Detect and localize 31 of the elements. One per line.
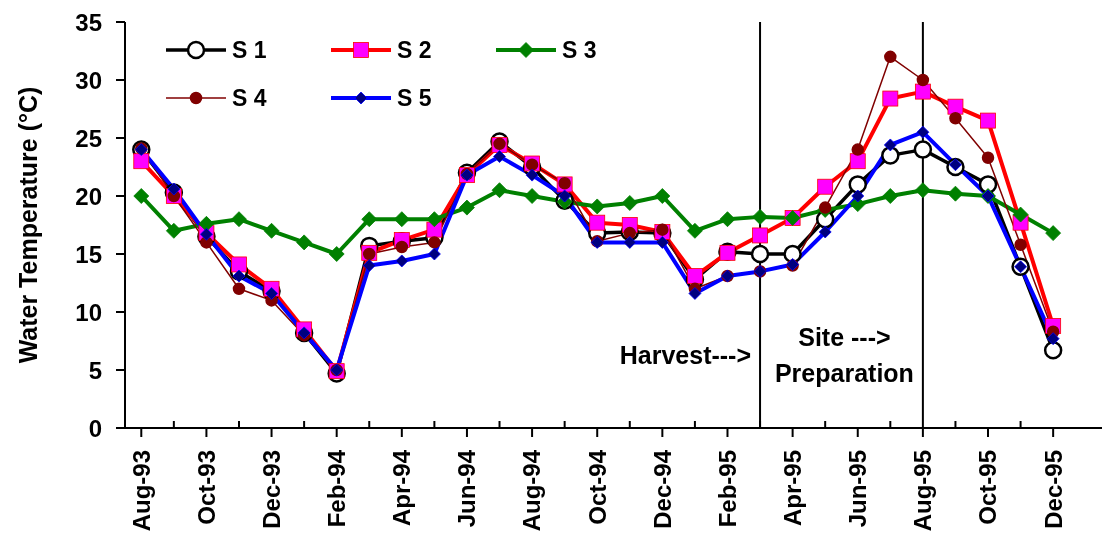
x-tick-label: Aug-93 [127,450,155,532]
x-tick-label: Jun-95 [844,450,872,528]
ref-line-label: Site ---> Preparation [774,322,914,387]
y-tick-label: 10 [75,298,102,326]
x-tick-label: Aug-94 [518,449,546,532]
x-tick-label: Aug-95 [909,450,937,532]
legend-label: S 1 [232,37,267,63]
legend-label: S 3 [562,37,597,63]
legend-label: S 4 [232,85,267,111]
x-tick-label: Oct-93 [192,450,220,525]
x-tick-label: Jun-94 [453,449,481,528]
y-tick-label: 15 [75,240,102,268]
x-tick-label: Apr-95 [779,450,807,527]
x-tick-label: Apr-94 [388,449,416,527]
y-tick-label: 35 [75,8,102,36]
x-tick-label: Dec-93 [257,450,285,529]
x-tick-label: Dec-94 [648,449,676,529]
y-tick-label: 25 [75,124,102,152]
y-tick-label: 5 [88,356,102,384]
x-tick-label: Oct-94 [583,449,611,525]
x-tick-label: Dec-95 [1039,450,1067,529]
y-axis-title: Water Temperature (°C) [14,86,42,364]
x-tick-label: Feb-94 [323,449,351,528]
y-tick-label: 0 [88,414,102,442]
legend-label: S 5 [397,85,432,111]
ref-line-label: Harvest---> [619,340,752,369]
x-tick-label: Feb-95 [713,450,741,528]
y-tick-label: 20 [75,182,102,210]
legend-label: S 2 [397,37,432,63]
y-tick-label: 30 [75,66,102,94]
x-tick-label: Oct-95 [974,450,1002,525]
